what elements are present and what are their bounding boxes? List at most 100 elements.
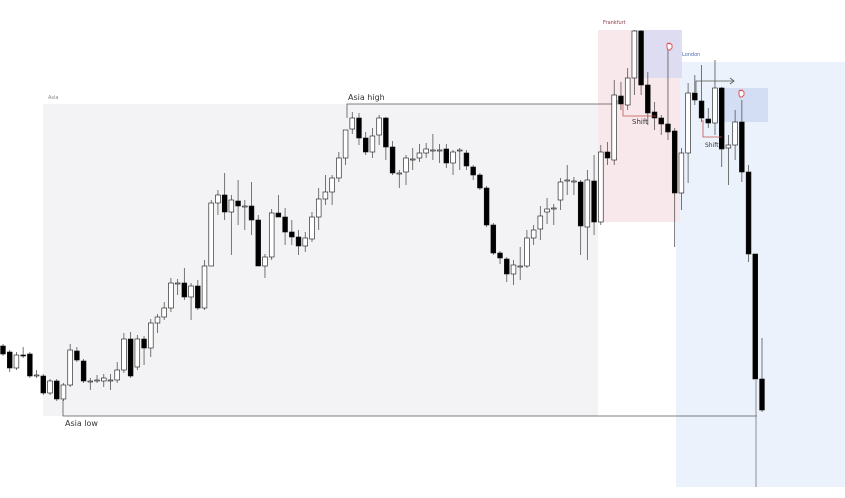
candle: [712, 60, 718, 135]
asia-high-line: [346, 100, 618, 118]
candles-group: [0, 30, 765, 412]
candle-body-bearish: [40, 375, 47, 394]
candle-body-bullish: [524, 237, 530, 267]
candle: [134, 335, 141, 370]
candle: [739, 100, 745, 182]
candle: [174, 279, 181, 295]
candle-body-bullish: [134, 338, 141, 368]
candle-body-bullish: [450, 151, 456, 164]
candle-body-bullish: [376, 117, 382, 136]
candle: [27, 352, 33, 378]
candle: [282, 208, 288, 245]
candle: [154, 314, 161, 333]
candle-body-bearish: [658, 117, 664, 125]
candle: [201, 260, 208, 310]
candle: [94, 375, 100, 383]
candle-body-bullish: [242, 205, 248, 208]
candle: [759, 338, 765, 412]
candle-body-bearish: [483, 187, 490, 226]
candle: [450, 150, 456, 175]
candle: [537, 206, 544, 240]
candle-body-bullish: [517, 265, 523, 268]
candle: [60, 383, 67, 401]
asia-low-line: [62, 400, 757, 417]
arrow-right-icon: [695, 77, 735, 92]
candle: [705, 108, 711, 128]
candle-body-bearish: [671, 130, 678, 194]
candle: [577, 180, 584, 255]
candle-body-bullish: [315, 198, 322, 218]
candle: [504, 257, 510, 282]
candle: [584, 170, 591, 260]
candle-body-bullish: [732, 121, 738, 146]
candle: [114, 362, 120, 383]
candle-body-bullish: [336, 157, 342, 179]
candle: [477, 173, 483, 190]
candle: [430, 134, 436, 160]
shift-line-frankfurt: [622, 104, 656, 117]
candle-body-bullish: [537, 215, 544, 230]
candle-body-bullish: [60, 384, 67, 400]
shift-label-london: Shift: [705, 142, 719, 149]
candle-body-bullish: [423, 148, 429, 154]
candle: [275, 195, 282, 218]
candle-body-bullish: [201, 265, 208, 309]
london-session-box: [676, 62, 845, 487]
frankfurt-session-label: Frankfurt: [603, 20, 626, 26]
candle: [551, 204, 557, 225]
candle: [618, 82, 624, 110]
candle: [436, 144, 443, 163]
candle-body-bearish: [54, 380, 60, 400]
candle-body-bullish: [410, 158, 416, 161]
candle-body-bearish: [745, 171, 752, 255]
candle-body-bullish: [551, 207, 557, 210]
candle-body-bearish: [275, 212, 282, 218]
candle: [685, 83, 691, 183]
candle-body-bearish: [665, 123, 671, 133]
candle-body-bearish: [127, 338, 134, 377]
candle-body-bullish: [571, 180, 577, 183]
candle-body-bearish: [181, 282, 188, 298]
candle: [698, 65, 705, 122]
candle: [47, 379, 53, 395]
candle: [725, 135, 732, 185]
candle-body-bearish: [248, 205, 255, 221]
candle: [40, 374, 47, 395]
candle: [289, 220, 295, 245]
candle: [235, 180, 241, 225]
candle: [208, 200, 214, 267]
candle-body-bearish: [490, 224, 497, 254]
candle-body-bearish: [282, 216, 288, 233]
candle: [631, 30, 638, 95]
candle-body-bullish: [322, 191, 329, 200]
candle: [591, 155, 597, 235]
candle: [13, 352, 20, 370]
candle: [510, 260, 517, 285]
candle: [410, 148, 416, 170]
candle-body-bearish: [463, 152, 470, 167]
candle: [0, 344, 6, 356]
candle-body-bearish: [221, 194, 228, 213]
candle: [315, 188, 322, 230]
candle-body-bullish: [87, 380, 94, 383]
candle: [121, 333, 127, 373]
candle-body-bearish: [698, 100, 705, 119]
candle: [148, 319, 154, 357]
candle: [268, 209, 275, 260]
candle: [295, 230, 302, 255]
candle-body-bullish: [457, 149, 463, 152]
candle-body-bullish: [309, 216, 315, 240]
candle: [141, 336, 147, 365]
candle: [638, 30, 644, 95]
candle: [87, 378, 94, 390]
candle: [557, 178, 564, 210]
candle-body-bullish: [349, 117, 355, 130]
candle-body-bullish: [329, 177, 335, 193]
candle: [457, 148, 463, 170]
candle-body-bullish: [530, 229, 537, 239]
candle-body-bearish: [504, 258, 510, 275]
candle: [80, 359, 87, 383]
candle: [107, 374, 114, 390]
candle-body-bullish: [712, 87, 718, 124]
candle: [416, 144, 423, 162]
